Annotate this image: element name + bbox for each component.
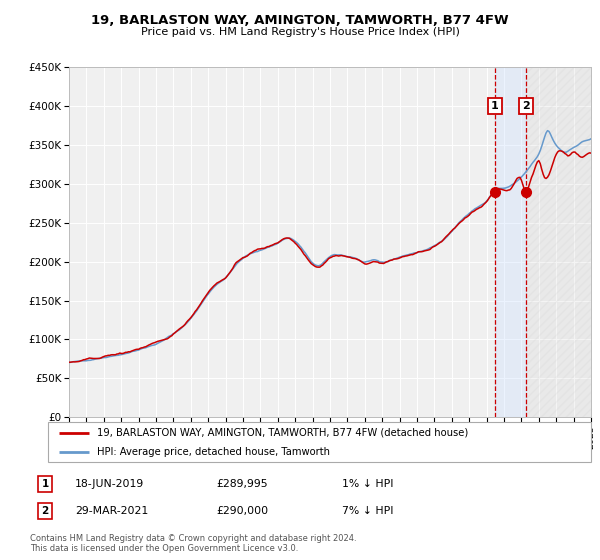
Text: £290,000: £290,000 <box>216 506 268 516</box>
Text: 18-JUN-2019: 18-JUN-2019 <box>75 479 144 489</box>
FancyBboxPatch shape <box>48 422 591 462</box>
Text: 2: 2 <box>41 506 49 516</box>
Text: 19, BARLASTON WAY, AMINGTON, TAMWORTH, B77 4FW: 19, BARLASTON WAY, AMINGTON, TAMWORTH, B… <box>91 14 509 27</box>
Text: Price paid vs. HM Land Registry's House Price Index (HPI): Price paid vs. HM Land Registry's House … <box>140 27 460 37</box>
Text: 2: 2 <box>522 101 529 111</box>
Text: 1: 1 <box>41 479 49 489</box>
Bar <box>526 67 591 417</box>
Text: 1: 1 <box>491 101 499 111</box>
Text: 29-MAR-2021: 29-MAR-2021 <box>75 506 148 516</box>
Text: This data is licensed under the Open Government Licence v3.0.: This data is licensed under the Open Gov… <box>30 544 298 553</box>
Text: Contains HM Land Registry data © Crown copyright and database right 2024.: Contains HM Land Registry data © Crown c… <box>30 534 356 543</box>
Text: £289,995: £289,995 <box>216 479 268 489</box>
Text: 1% ↓ HPI: 1% ↓ HPI <box>342 479 394 489</box>
Text: 19, BARLASTON WAY, AMINGTON, TAMWORTH, B77 4FW (detached house): 19, BARLASTON WAY, AMINGTON, TAMWORTH, B… <box>97 428 468 438</box>
Bar <box>494 67 526 417</box>
Text: HPI: Average price, detached house, Tamworth: HPI: Average price, detached house, Tamw… <box>97 447 330 457</box>
Text: 7% ↓ HPI: 7% ↓ HPI <box>342 506 394 516</box>
